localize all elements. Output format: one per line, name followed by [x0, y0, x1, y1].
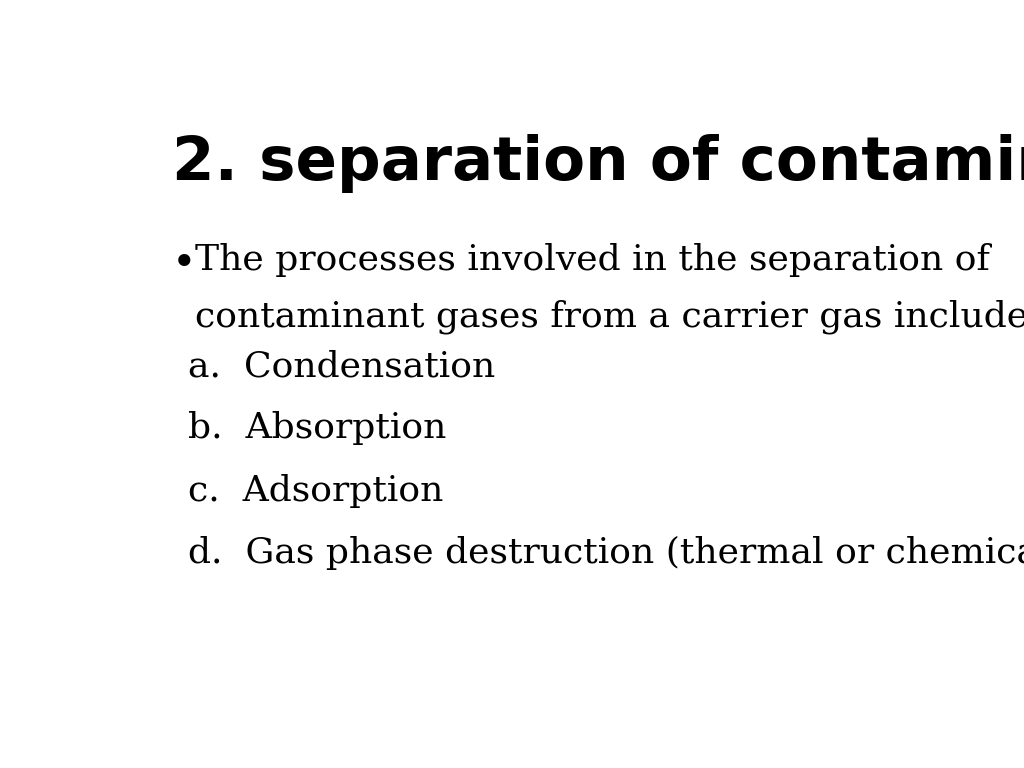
Text: c.  Adsorption: c. Adsorption [187, 474, 443, 508]
Text: •: • [172, 243, 197, 285]
Text: a.  Condensation: a. Condensation [187, 349, 495, 383]
Text: 2. separation of contaminant gases: 2. separation of contaminant gases [172, 134, 1024, 193]
Text: The processes involved in the separation of: The processes involved in the separation… [196, 243, 990, 277]
Text: d.  Gas phase destruction (thermal or chemical): d. Gas phase destruction (thermal or che… [187, 536, 1024, 570]
Text: b.  Absorption: b. Absorption [187, 412, 445, 445]
Text: contaminant gases from a carrier gas include:: contaminant gases from a carrier gas inc… [196, 299, 1024, 333]
